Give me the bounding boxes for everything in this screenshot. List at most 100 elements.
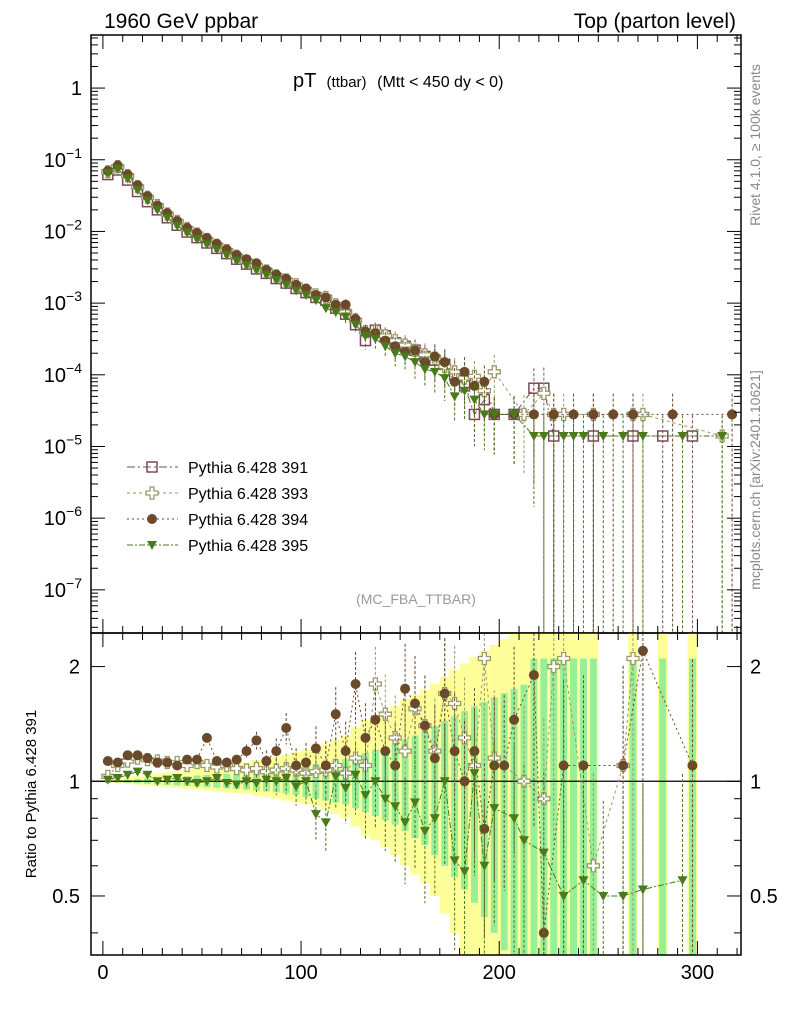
watermark: (MC_FBA_TTBAR): [356, 591, 476, 607]
data-point: [390, 349, 401, 359]
main-x-ticks: [102, 35, 738, 633]
ratio-point: [429, 814, 440, 824]
data-point: [172, 221, 183, 231]
ratio-point: [489, 804, 500, 814]
data-point: [618, 432, 629, 442]
ratio-y-label: Ratio to Pythia 6.428 391: [23, 710, 40, 878]
ratio-point: [509, 814, 520, 824]
ratio-point: [320, 818, 331, 828]
data-point: [410, 358, 421, 368]
data-point: [528, 409, 539, 420]
data-point: [340, 299, 351, 310]
ratio-frame: [90, 632, 742, 956]
ratio-point: [281, 722, 292, 733]
ratio-point: [618, 760, 629, 771]
ratio-point: [509, 714, 520, 725]
legend: Pythia 6.428 391 Pythia 6.428 393 Pythia 6…: [127, 460, 308, 555]
series-line: [107, 164, 733, 415]
ratio-point: [479, 823, 490, 834]
legend-label: Pythia 6.428 391: [188, 460, 308, 477]
ratio-point: [142, 770, 153, 780]
title-main: pT: [293, 70, 316, 92]
band-green: [589, 658, 597, 955]
ratio-marks: [91, 633, 741, 955]
ratio-point: [469, 769, 480, 779]
data-point: [102, 169, 113, 179]
data-point: [261, 270, 272, 280]
legend-marker: [147, 541, 157, 550]
series-395: [102, 164, 728, 633]
ratio-point: [558, 760, 569, 771]
ratio-point: [231, 754, 242, 765]
ratio-point: [221, 757, 232, 768]
ratio-point: [122, 770, 133, 780]
ratio-point: [172, 760, 183, 771]
data-point: [537, 386, 551, 401]
data-point: [370, 334, 381, 344]
plot-title: pT (ttbar) (Mtt < 450 dy < 0): [293, 70, 503, 92]
ratio-point: [410, 798, 421, 808]
legend-label: Pythia 6.428 394: [188, 512, 308, 529]
ratio-point: [459, 776, 470, 787]
ratio-point: [310, 743, 321, 754]
ratio-point: [192, 778, 203, 788]
y-tick-label: 10−2: [44, 216, 82, 243]
data-point: [182, 228, 193, 238]
data-point: [489, 410, 500, 420]
data-point: [479, 410, 490, 420]
ratio-point: [112, 774, 123, 784]
y-tick-label: 1: [71, 78, 82, 100]
ratio-point: [152, 777, 163, 787]
ratio-point: [271, 746, 282, 757]
data-point: [221, 250, 232, 260]
data-point: [251, 258, 262, 269]
data-point: [192, 235, 203, 245]
ratio-x-ticks: 0 100 200 300: [97, 633, 738, 984]
ratio-y-ticks: 2 2 1 1 0.5 0.5: [52, 657, 778, 934]
data-point: [410, 345, 421, 356]
data-point: [459, 386, 470, 396]
ratio-point: [231, 780, 242, 790]
series-394: [102, 160, 738, 633]
ratio-point: [519, 836, 530, 846]
ratio-y-tick-label: 2: [69, 657, 80, 679]
band-green: [451, 715, 459, 878]
legend-item: Pythia 6.428 394: [127, 512, 308, 529]
data-point: [439, 357, 450, 368]
data-point: [271, 276, 282, 286]
data-point: [340, 312, 351, 322]
ratio-point: [241, 777, 252, 787]
ratio-point: [439, 777, 450, 787]
ratio-y-tick-label-right: 2: [750, 657, 761, 679]
ratio-point: [310, 810, 321, 820]
ratio-point: [499, 760, 510, 771]
x-tick-label: 300: [681, 962, 714, 984]
ratio-point: [330, 709, 341, 720]
ratio-point: [626, 651, 640, 666]
ratio-y-tick-label-right: 1: [750, 771, 761, 793]
ratio-point: [410, 698, 421, 709]
ratio-point: [479, 861, 490, 871]
ratio-point: [400, 818, 411, 828]
ratio-point: [556, 651, 571, 666]
ratio-point: [439, 688, 450, 699]
ratio-point: [687, 760, 698, 771]
data-point: [429, 351, 440, 362]
data-point: [449, 392, 460, 402]
data-point: [162, 213, 173, 223]
ratio-point: [618, 891, 629, 901]
data-point: [112, 164, 123, 174]
data-point: [142, 196, 153, 206]
ratio-point: [637, 645, 648, 656]
band-green: [530, 658, 538, 955]
ratio-point: [239, 763, 254, 777]
data-point: [578, 432, 589, 442]
ratio-point: [340, 746, 351, 757]
data-point: [320, 304, 331, 314]
data-point: [608, 409, 619, 420]
data-point: [509, 410, 520, 420]
data-point: [419, 357, 430, 368]
x-tick-label: 0: [97, 962, 108, 984]
data-point: [449, 376, 460, 387]
data-point: [588, 409, 599, 420]
